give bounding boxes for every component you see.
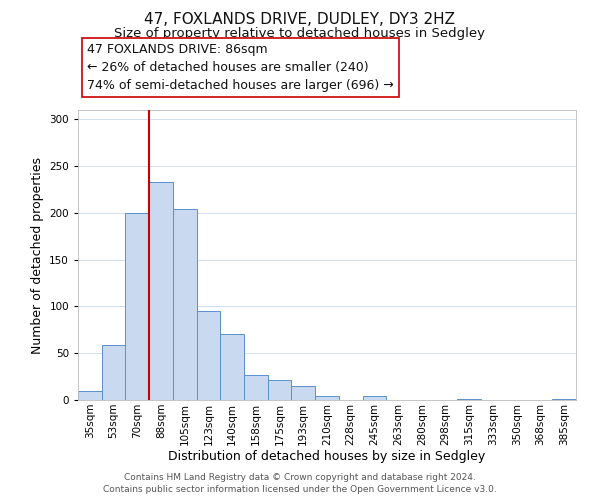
Text: 47 FOXLANDS DRIVE: 86sqm
← 26% of detached houses are smaller (240)
74% of semi-: 47 FOXLANDS DRIVE: 86sqm ← 26% of detach… — [87, 42, 394, 92]
Bar — [315, 396, 339, 400]
Y-axis label: Number of detached properties: Number of detached properties — [31, 156, 44, 354]
X-axis label: Distribution of detached houses by size in Sedgley: Distribution of detached houses by size … — [169, 450, 485, 464]
Text: Contains public sector information licensed under the Open Government Licence v3: Contains public sector information licen… — [103, 485, 497, 494]
Bar — [220, 334, 244, 400]
Bar — [173, 209, 197, 400]
Text: 47, FOXLANDS DRIVE, DUDLEY, DY3 2HZ: 47, FOXLANDS DRIVE, DUDLEY, DY3 2HZ — [145, 12, 455, 28]
Text: Size of property relative to detached houses in Sedgley: Size of property relative to detached ho… — [115, 28, 485, 40]
Bar — [78, 390, 102, 400]
Bar — [268, 380, 292, 400]
Bar — [102, 345, 125, 400]
Bar — [362, 396, 386, 400]
Bar — [125, 213, 149, 400]
Bar — [149, 182, 173, 400]
Bar — [244, 374, 268, 400]
Bar — [197, 311, 220, 400]
Bar — [457, 399, 481, 400]
Text: Contains HM Land Registry data © Crown copyright and database right 2024.: Contains HM Land Registry data © Crown c… — [124, 474, 476, 482]
Bar — [552, 399, 576, 400]
Bar — [292, 386, 315, 400]
